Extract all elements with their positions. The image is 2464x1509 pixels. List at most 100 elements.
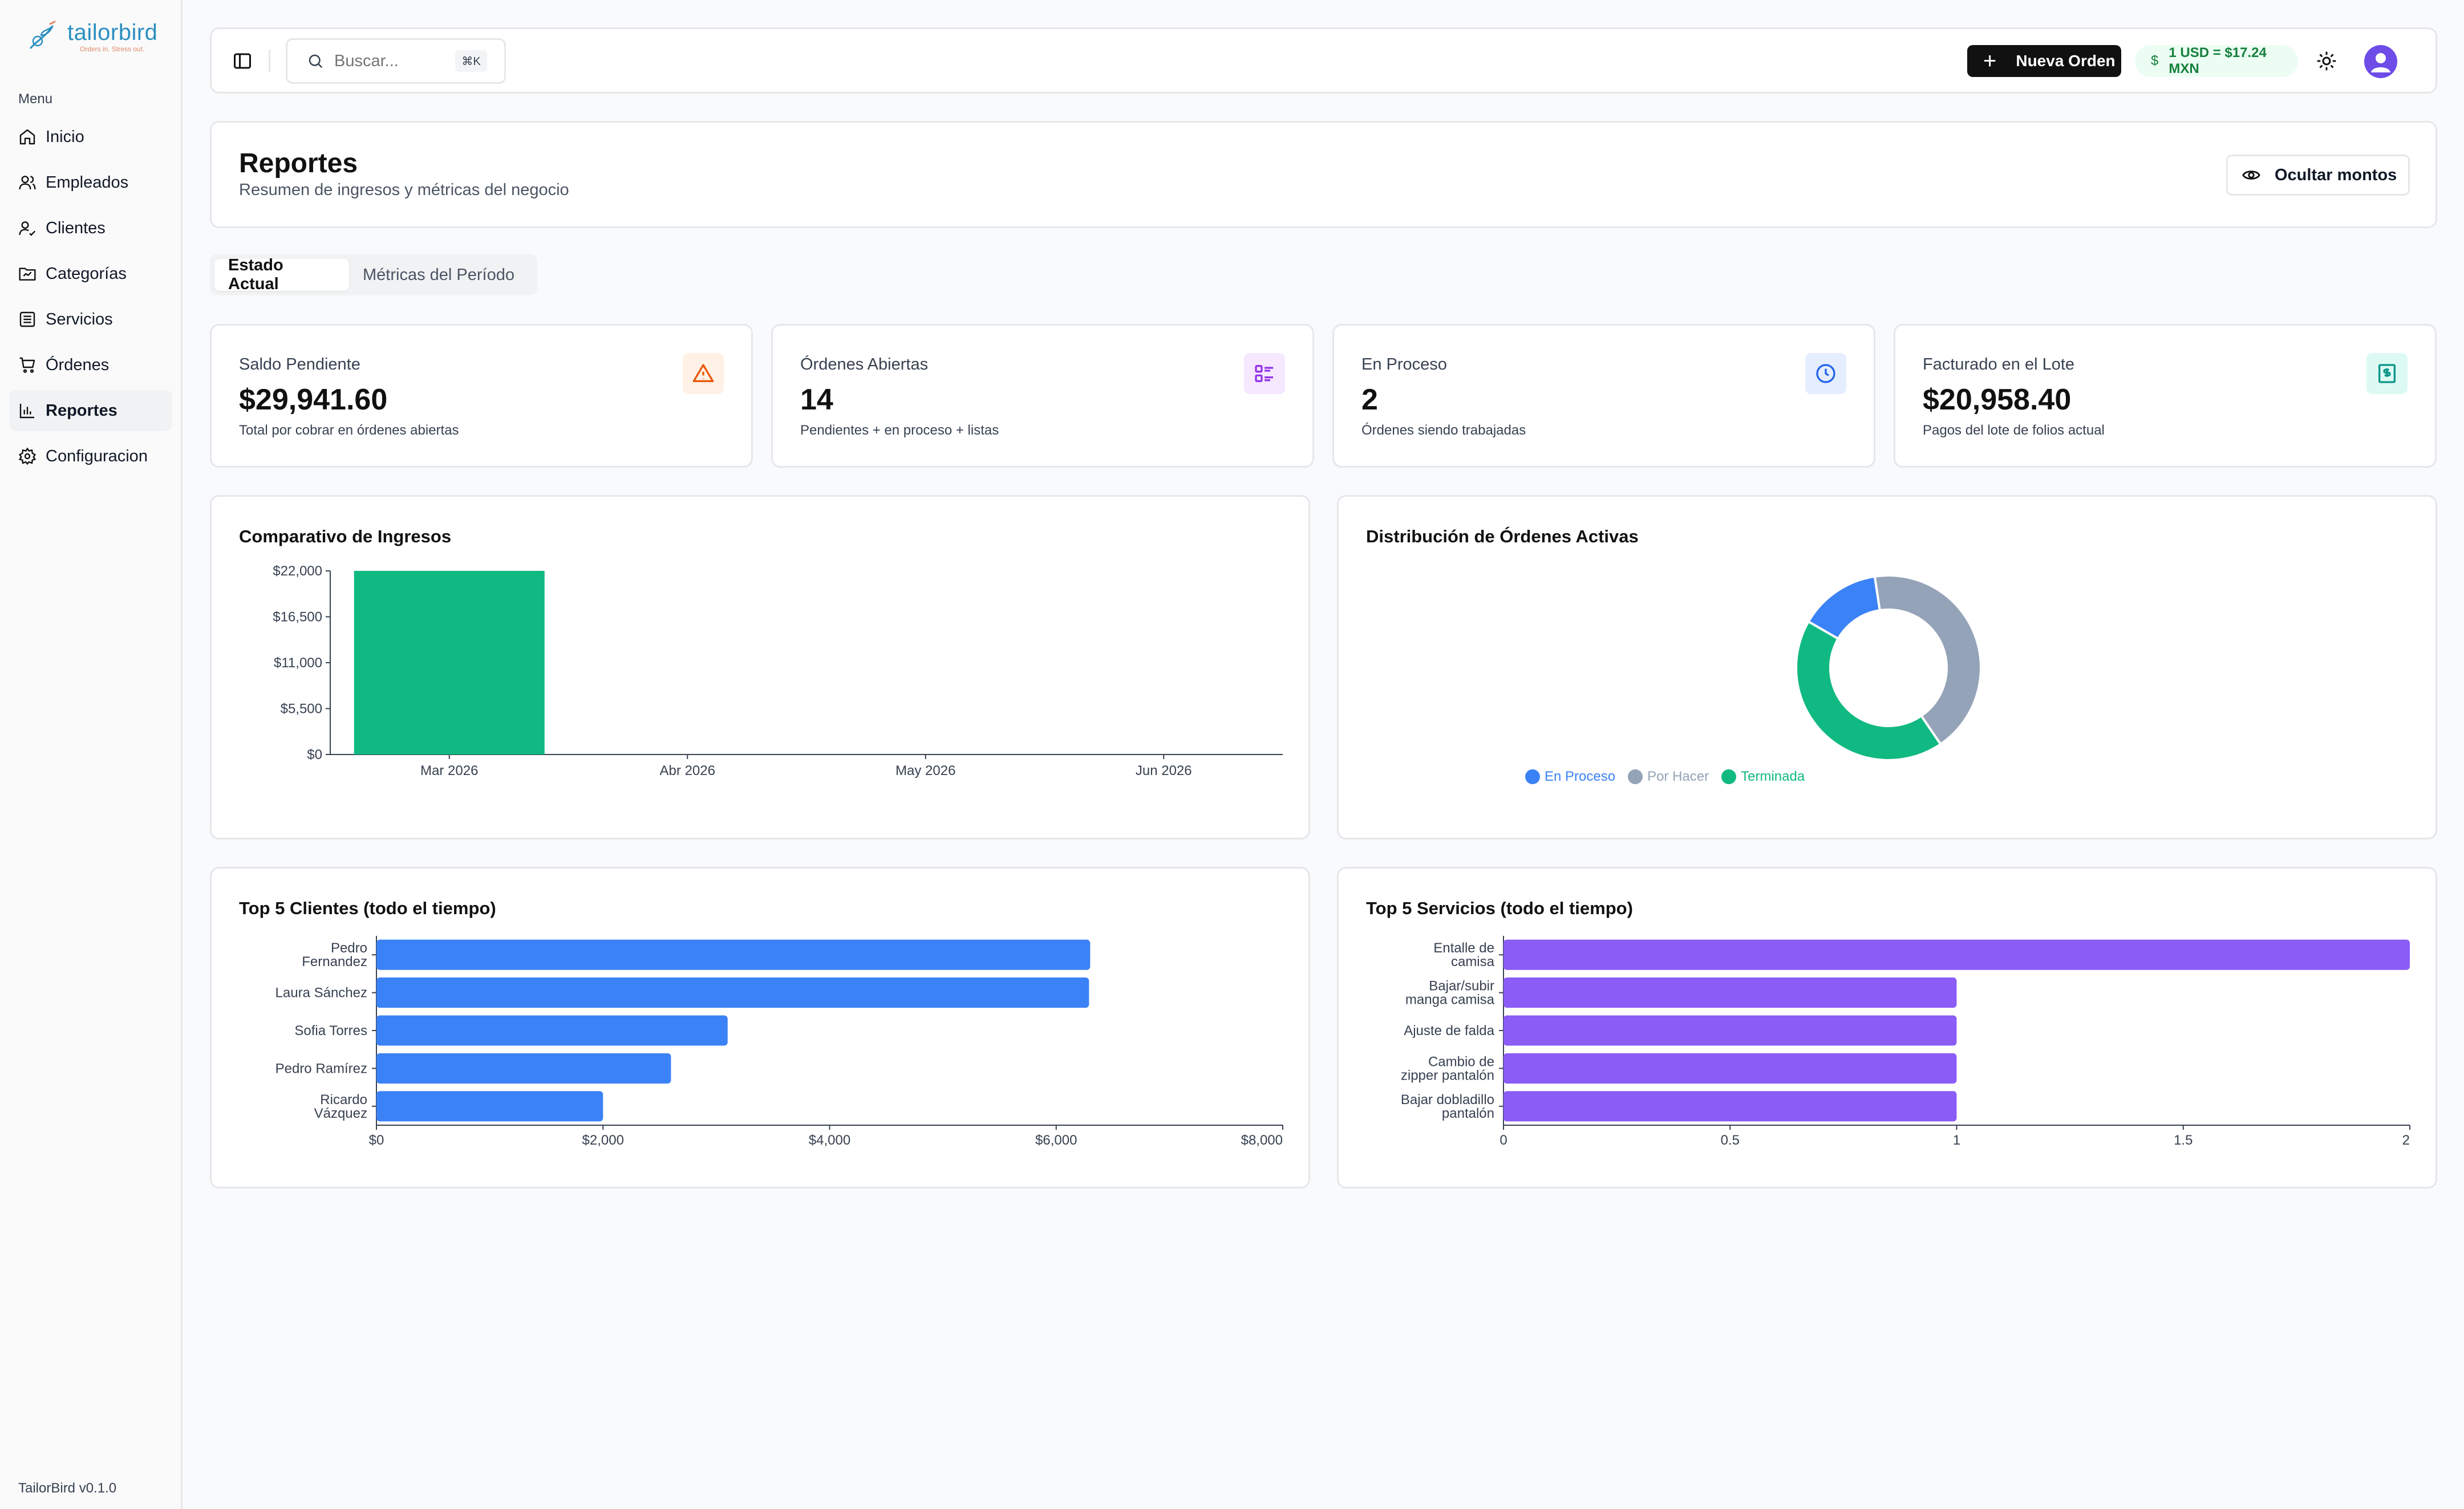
bar <box>376 1091 603 1122</box>
top-services-chart-card: Top 5 Servicios (todo el tiempo) 0 0.5 1 1.… <box>1337 867 2437 1188</box>
menu-label: Menu <box>18 91 53 107</box>
kpi-description: Pagos del lote de folios actual <box>1923 423 2105 438</box>
y-tick-label: $0 <box>307 747 322 762</box>
bar <box>376 977 1089 1008</box>
sidebar-item-inicio[interactable]: Inicio <box>9 116 172 157</box>
app-version: TailorBird v0.1.0 <box>18 1480 117 1496</box>
legend-item[interactable]: Terminada <box>1721 769 1805 785</box>
search-shortcut: ⌘K <box>455 50 487 72</box>
chart-title: Top 5 Servicios (todo el tiempo) <box>1366 898 1633 918</box>
legend-label: Por Hacer <box>1647 769 1709 784</box>
list-checks-icon <box>1255 365 1273 382</box>
users-icon <box>19 176 36 190</box>
sidebar-item-label: Clientes <box>46 218 106 237</box>
y-tick-label: Pedro <box>331 940 367 956</box>
receipt-icon <box>2378 364 2396 383</box>
sidebar-item-reportes[interactable]: Reportes <box>9 390 172 431</box>
y-tick-label: zipper pantalón <box>1401 1068 1494 1083</box>
sidebar-item-label: Categorías <box>46 264 127 283</box>
kpi-value: 14 <box>800 383 833 416</box>
logo-name: tailorbird <box>67 20 158 45</box>
cart-icon <box>19 357 35 373</box>
bar <box>376 1015 728 1046</box>
bird-logo-icon <box>30 21 56 49</box>
new-order-button[interactable]: + Nueva Orden <box>1967 45 2121 77</box>
legend-label: En Proceso <box>1545 769 1616 784</box>
y-tick-label: Vázquez <box>314 1106 367 1121</box>
exchange-rate-badge: $ 1 USD = $17.24 MXN <box>2135 45 2298 77</box>
kpi-description: Total por cobrar en órdenes abiertas <box>239 423 459 438</box>
bar <box>1503 1015 1957 1046</box>
sidebar-toggle-icon[interactable] <box>232 51 253 71</box>
sidebar-item-label: Configuracion <box>46 447 148 465</box>
x-tick-label: 0.5 <box>1721 1133 1740 1148</box>
x-tick-label: 1 <box>1953 1133 1960 1148</box>
kpi-card-facturado-lote: Facturado en el Lote $20,958.40 Pagos de… <box>1894 324 2437 468</box>
tab-estado-actual[interactable]: Estado Actual <box>214 256 349 293</box>
hide-amounts-button[interactable]: Ocultar montos <box>2226 155 2410 196</box>
tab-metricas-periodo[interactable]: Métricas del Período <box>363 265 514 284</box>
sidebar-item-ordenes[interactable]: Órdenes <box>9 344 172 386</box>
sun-icon[interactable] <box>2316 51 2337 71</box>
sidebar-item-empleados[interactable]: Empleados <box>9 162 172 203</box>
tab-list: Estado Actual Métricas del Período <box>210 254 537 295</box>
exchange-rate-label: 1 USD = $17.24 MXN <box>2169 45 2267 76</box>
x-tick-label: Abr 2026 <box>660 763 715 778</box>
chart-title: Comparativo de Ingresos <box>239 526 452 546</box>
page-header: Reportes Resumen de ingresos y métricas … <box>210 121 2437 228</box>
legend-dot <box>1721 769 1737 784</box>
page-subtitle: Resumen de ingresos y métricas del negoc… <box>239 181 569 199</box>
sidebar-item-label: Servicios <box>46 310 113 328</box>
sidebar: tailorbird Orders in. Stress out. Menu I… <box>0 0 183 1509</box>
plus-icon: + <box>1983 48 1997 74</box>
bar <box>1503 1053 1957 1084</box>
x-tick-label: 0 <box>1500 1133 1507 1148</box>
sidebar-item-clientes[interactable]: Clientes <box>9 208 172 249</box>
alert-triangle-icon <box>692 364 714 382</box>
y-tick-label: Laura Sánchez <box>275 985 367 1001</box>
eye-icon <box>2242 171 2260 180</box>
y-tick-label: pantalón <box>1442 1106 1494 1121</box>
kpi-icon-box <box>683 353 724 394</box>
search-input[interactable] <box>334 51 448 71</box>
kpi-description: Pendientes + en proceso + listas <box>800 423 999 438</box>
slice-terminada <box>1795 620 1943 761</box>
x-tick-label: $8,000 <box>1241 1133 1283 1148</box>
logo-tagline: Orders in. Stress out. <box>80 45 145 53</box>
x-tick-label: $0 <box>369 1133 384 1148</box>
kpi-value: $20,958.40 <box>1923 383 2072 416</box>
legend-dot <box>1628 769 1643 784</box>
new-order-label: Nueva Orden <box>2016 52 2116 70</box>
legend-item[interactable]: Por Hacer <box>1628 769 1709 785</box>
sidebar-nav: Inicio Empleados Clientes Categorías Ser… <box>9 116 172 481</box>
sidebar-item-servicios[interactable]: Servicios <box>9 299 172 340</box>
y-tick-label: $11,000 <box>274 655 322 671</box>
legend-item[interactable]: En Proceso <box>1525 769 1615 785</box>
bar <box>1503 977 1957 1008</box>
bar <box>354 571 545 754</box>
y-tick-label: $16,500 <box>273 610 322 625</box>
y-tick-label: $5,500 <box>281 701 322 717</box>
x-tick-label: Mar 2026 <box>420 763 478 778</box>
y-tick-label: Pedro Ramírez <box>275 1061 367 1076</box>
page-title: Reportes <box>239 148 358 179</box>
kpi-icon-box <box>2366 353 2408 394</box>
avatar[interactable] <box>2364 45 2397 78</box>
search-icon <box>309 54 323 68</box>
sidebar-item-configuracion[interactable]: Configuracion <box>9 436 172 477</box>
y-tick-label: manga camisa <box>1405 992 1495 1008</box>
sidebar-item-categorias[interactable]: Categorías <box>9 253 172 294</box>
sidebar-item-label: Empleados <box>46 173 129 192</box>
chart-title: Top 5 Clientes (todo el tiempo) <box>239 898 496 918</box>
clock-icon <box>1816 364 1835 383</box>
x-tick-label: $2,000 <box>582 1133 624 1148</box>
x-tick-label: $4,000 <box>809 1133 850 1148</box>
logo[interactable]: tailorbird Orders in. Stress out. <box>25 18 157 55</box>
kpi-label: Saldo Pendiente <box>239 355 360 374</box>
search-box[interactable]: ⌘K <box>286 38 506 84</box>
kpi-card-en-proceso: En Proceso 2 Órdenes siendo trabajadas <box>1332 324 1875 468</box>
y-tick-label: Bajar dobladillo <box>1401 1092 1494 1108</box>
y-tick-label: camisa <box>1451 954 1495 970</box>
gear-icon <box>18 447 37 465</box>
